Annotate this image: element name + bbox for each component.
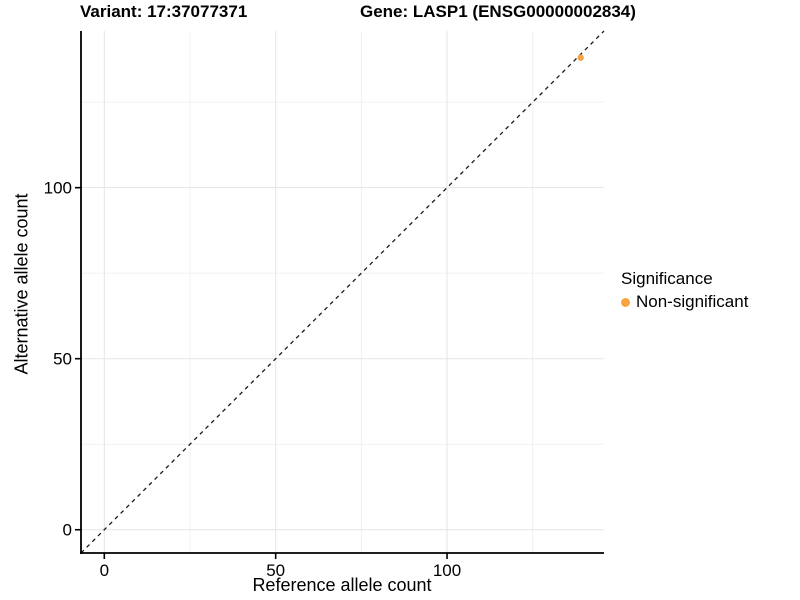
x-tick-label: 50 <box>266 561 285 580</box>
identity-dashed-line <box>80 30 605 554</box>
legend-title: Significance <box>621 269 713 288</box>
x-tick-label: 0 <box>100 561 109 580</box>
data-point <box>577 54 584 61</box>
x-tick-label: 100 <box>433 561 461 580</box>
legend-point-icon <box>621 297 630 307</box>
legend: Significance Non-significant <box>621 269 748 312</box>
y-tick-label: 50 <box>53 350 72 369</box>
y-tick-label: 100 <box>44 179 72 198</box>
y-tick-label: 0 <box>63 521 72 540</box>
gene-title: Gene: LASP1 (ENSG00000002834) <box>360 2 636 21</box>
x-axis-title: Reference allele count <box>252 575 432 595</box>
legend-item: Non-significant <box>621 292 748 312</box>
legend-item-label: Non-significant <box>636 292 749 311</box>
y-axis-title: Alternative allele count <box>11 193 32 375</box>
variant-title: Variant: 17:37077371 <box>80 2 248 21</box>
